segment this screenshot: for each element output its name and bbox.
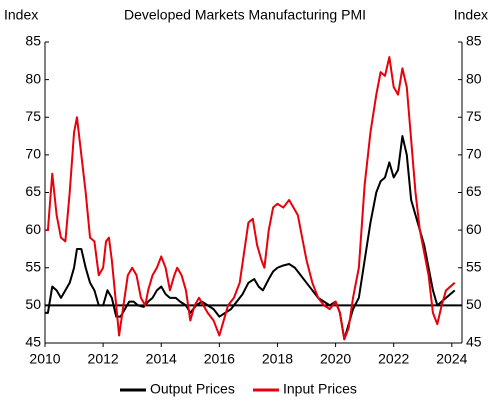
y-tick-label: 85 xyxy=(25,33,41,49)
chart-title: Developed Markets Manufacturing PMI xyxy=(124,7,366,23)
y-tick-label: 45 xyxy=(25,334,41,350)
y2-tick-label: 60 xyxy=(466,221,482,237)
y2-tick-label: 80 xyxy=(466,70,482,86)
y-tick-label: 60 xyxy=(25,221,41,237)
x-tick-label: 2014 xyxy=(146,351,177,367)
y2-tick-label: 50 xyxy=(466,296,482,312)
x-tick-label: 2024 xyxy=(436,351,467,367)
line-series xyxy=(45,135,456,341)
x-tick-label: 2010 xyxy=(29,351,60,367)
legend-label: Output Prices xyxy=(150,381,235,397)
y-tick-label: 55 xyxy=(25,258,41,274)
y2-tick-label: 75 xyxy=(466,108,482,124)
legend-label: Input Prices xyxy=(283,381,357,397)
y2-tick-label: 55 xyxy=(466,258,482,274)
y-axis-label: Index xyxy=(4,7,38,23)
y2-tick-label: 65 xyxy=(466,183,482,199)
y2-tick-label: 45 xyxy=(466,334,482,350)
x-tick-label: 2012 xyxy=(88,351,119,367)
x-tick-label: 2020 xyxy=(320,351,351,367)
y2-tick-label: 85 xyxy=(466,33,482,49)
y-tick-label: 70 xyxy=(25,146,41,162)
x-tick-label: 2018 xyxy=(262,351,293,367)
y-tick-label: 50 xyxy=(25,296,41,312)
y2-axis-label: Index xyxy=(454,7,488,23)
line-series xyxy=(45,56,456,341)
x-tick-label: 2022 xyxy=(378,351,409,367)
y2-tick-label: 70 xyxy=(466,146,482,162)
x-tick-label: 2016 xyxy=(204,351,235,367)
y-tick-label: 65 xyxy=(25,183,41,199)
y-tick-label: 80 xyxy=(25,70,41,86)
y-tick-label: 75 xyxy=(25,108,41,124)
